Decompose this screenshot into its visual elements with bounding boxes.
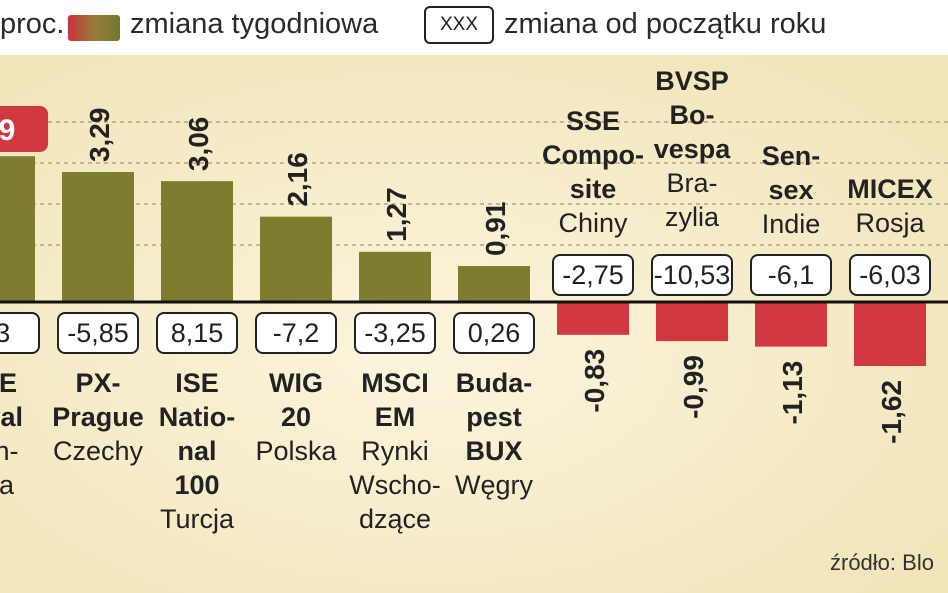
category-name-3-1: 20	[281, 402, 311, 432]
category-country-1-0: Czechy	[53, 436, 144, 466]
ytd-box-9	[849, 254, 931, 296]
category-country-9-0: Rosja	[855, 208, 925, 238]
category-name-0-1: rval	[0, 402, 23, 432]
legend-weekly-swatch	[68, 15, 120, 41]
ytd-box-7	[651, 254, 733, 296]
ytd-box-3	[255, 312, 337, 354]
category-name-2-2: nal	[177, 436, 216, 466]
ytd-label-3: -7,2	[273, 318, 320, 348]
value-highlight-bg-0	[0, 106, 48, 152]
ytd-label-4: -3,25	[364, 318, 426, 348]
category-name-6-0: SSE	[566, 106, 620, 136]
legend-weekly-label: zmiana tygodniowa	[130, 8, 379, 40]
bar-9	[854, 302, 926, 366]
category-country-2-0: Turcja	[160, 504, 235, 534]
category-country-4-2: dzące	[359, 504, 431, 534]
bar-8	[755, 302, 827, 347]
bar-2	[161, 181, 233, 302]
category-country-4-0: Rynki	[361, 436, 429, 466]
category-name-5-2: BUX	[465, 436, 522, 466]
value-label-4: 1,27	[381, 187, 412, 242]
bar-6	[557, 302, 629, 335]
category-name-4-0: MSCI	[361, 368, 429, 398]
ytd-label-1: -5,85	[67, 318, 129, 348]
ytd-box-4	[354, 312, 436, 354]
bar-4	[359, 251, 431, 302]
ytd-box-0	[0, 312, 40, 354]
ytd-box-5	[453, 312, 535, 354]
category-country-0-0: en-	[0, 436, 19, 466]
category-name-1-1: Prague	[52, 402, 144, 432]
legend-ytd-box: XXX	[424, 6, 494, 44]
ytd-label-7: -10,53	[654, 260, 731, 290]
bar-1	[62, 172, 134, 302]
value-label-0: 9	[0, 114, 15, 147]
bar-7	[656, 302, 728, 342]
category-country-4-1: Wscho-	[349, 470, 441, 500]
value-label-8: -1,13	[777, 361, 808, 425]
legend-unit: proc.	[0, 8, 65, 40]
category-name-7-1: Bo-	[670, 100, 715, 130]
ytd-label-5: 0,26	[468, 318, 521, 348]
category-name-5-0: Buda-	[456, 368, 533, 398]
category-name-6-2: site	[570, 174, 617, 204]
category-name-2-3: 100	[174, 470, 219, 500]
value-label-3: 2,16	[282, 152, 313, 207]
category-name-5-1: pest	[466, 402, 522, 432]
ytd-box-8	[750, 254, 832, 296]
category-name-1-0: PX-	[75, 368, 120, 398]
category-country-8-0: Indie	[762, 209, 821, 239]
bar-5	[458, 266, 530, 302]
value-label-1: 3,29	[84, 108, 115, 163]
ytd-label-2: 8,15	[171, 318, 224, 348]
category-country-7-1: zylia	[665, 202, 720, 232]
value-label-7: -0,99	[678, 355, 709, 419]
ytd-box-1	[57, 312, 139, 354]
value-label-2: 3,06	[183, 117, 214, 172]
category-name-6-1: Compo-	[542, 140, 644, 170]
ytd-label-9: -6,03	[859, 260, 921, 290]
ytd-box-2	[156, 312, 238, 354]
ytd-label-0: ,3	[0, 318, 10, 348]
category-name-8-1: sex	[768, 175, 813, 205]
category-country-3-0: Polska	[255, 436, 337, 466]
category-country-7-0: Bra-	[666, 168, 717, 198]
bar-3	[260, 216, 332, 302]
ytd-label-8: -6,1	[768, 260, 815, 290]
category-name-7-0: BVSP	[655, 66, 729, 96]
category-name-8-0: Sen-	[762, 141, 821, 171]
legend-ytd-label: zmiana od początku roku	[504, 8, 827, 40]
bar-0	[0, 156, 35, 302]
category-country-5-0: Węgry	[455, 470, 534, 500]
value-label-6: -0,83	[579, 349, 610, 413]
value-label-5: 0,91	[480, 202, 511, 257]
category-name-2-1: Natio-	[159, 402, 236, 432]
category-name-7-2: vespa	[654, 134, 732, 164]
category-name-0-0: SE	[0, 368, 17, 398]
ytd-box-6	[552, 254, 634, 296]
category-name-9-0: MICEX	[847, 174, 933, 204]
ytd-label-6: -2,75	[562, 260, 624, 290]
category-country-6-0: Chiny	[558, 208, 628, 238]
value-label-9: -1,62	[876, 380, 907, 444]
source-note: źródło: Blo	[830, 550, 934, 575]
category-country-0-1: na	[0, 470, 15, 500]
category-name-4-1: EM	[375, 402, 416, 432]
category-name-2-0: ISE	[175, 368, 219, 398]
category-name-3-0: WIG	[269, 368, 323, 398]
